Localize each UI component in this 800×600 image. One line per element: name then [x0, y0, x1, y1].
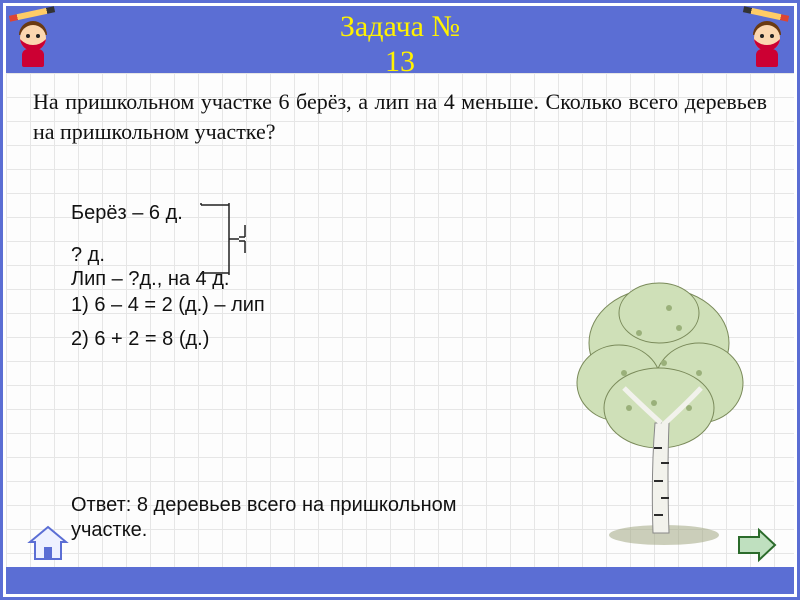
- footer-bar: [6, 567, 794, 594]
- work-line-1: Берёз – 6 д.: [71, 203, 265, 223]
- work-line-4: 1) 6 – 4 = 2 (д.) – лип: [71, 295, 265, 315]
- decor-kid-left: [7, 3, 59, 69]
- slide-frame: Задача № 13 На пришкольном участке 6 бер…: [0, 0, 800, 600]
- work-line-5: 2) 6 + 2 = 8 (д.): [71, 329, 265, 349]
- work-line-3: Лип – ?д., на 4 д.: [71, 269, 265, 289]
- arrow-right-icon: [735, 527, 779, 563]
- birch-tree-illustration: [569, 273, 749, 553]
- answer-text: Ответ: 8 деревьев всего на пришкольном у…: [71, 493, 491, 543]
- task-header: Задача № 13: [6, 6, 794, 73]
- header-line1: Задача №: [6, 10, 794, 45]
- problem-text: На пришкольном участке 6 берёз, а лип на…: [33, 87, 767, 146]
- header-line2: 13: [6, 45, 794, 80]
- decor-kid-right: [741, 3, 793, 69]
- work-line-2: ? д.: [71, 245, 265, 265]
- solution-work: Берёз – 6 д. ? д. Лип – ?д., на 4 д. 1) …: [71, 203, 265, 353]
- next-button[interactable]: [735, 527, 779, 563]
- house-icon: [27, 525, 69, 563]
- home-button[interactable]: [27, 525, 69, 563]
